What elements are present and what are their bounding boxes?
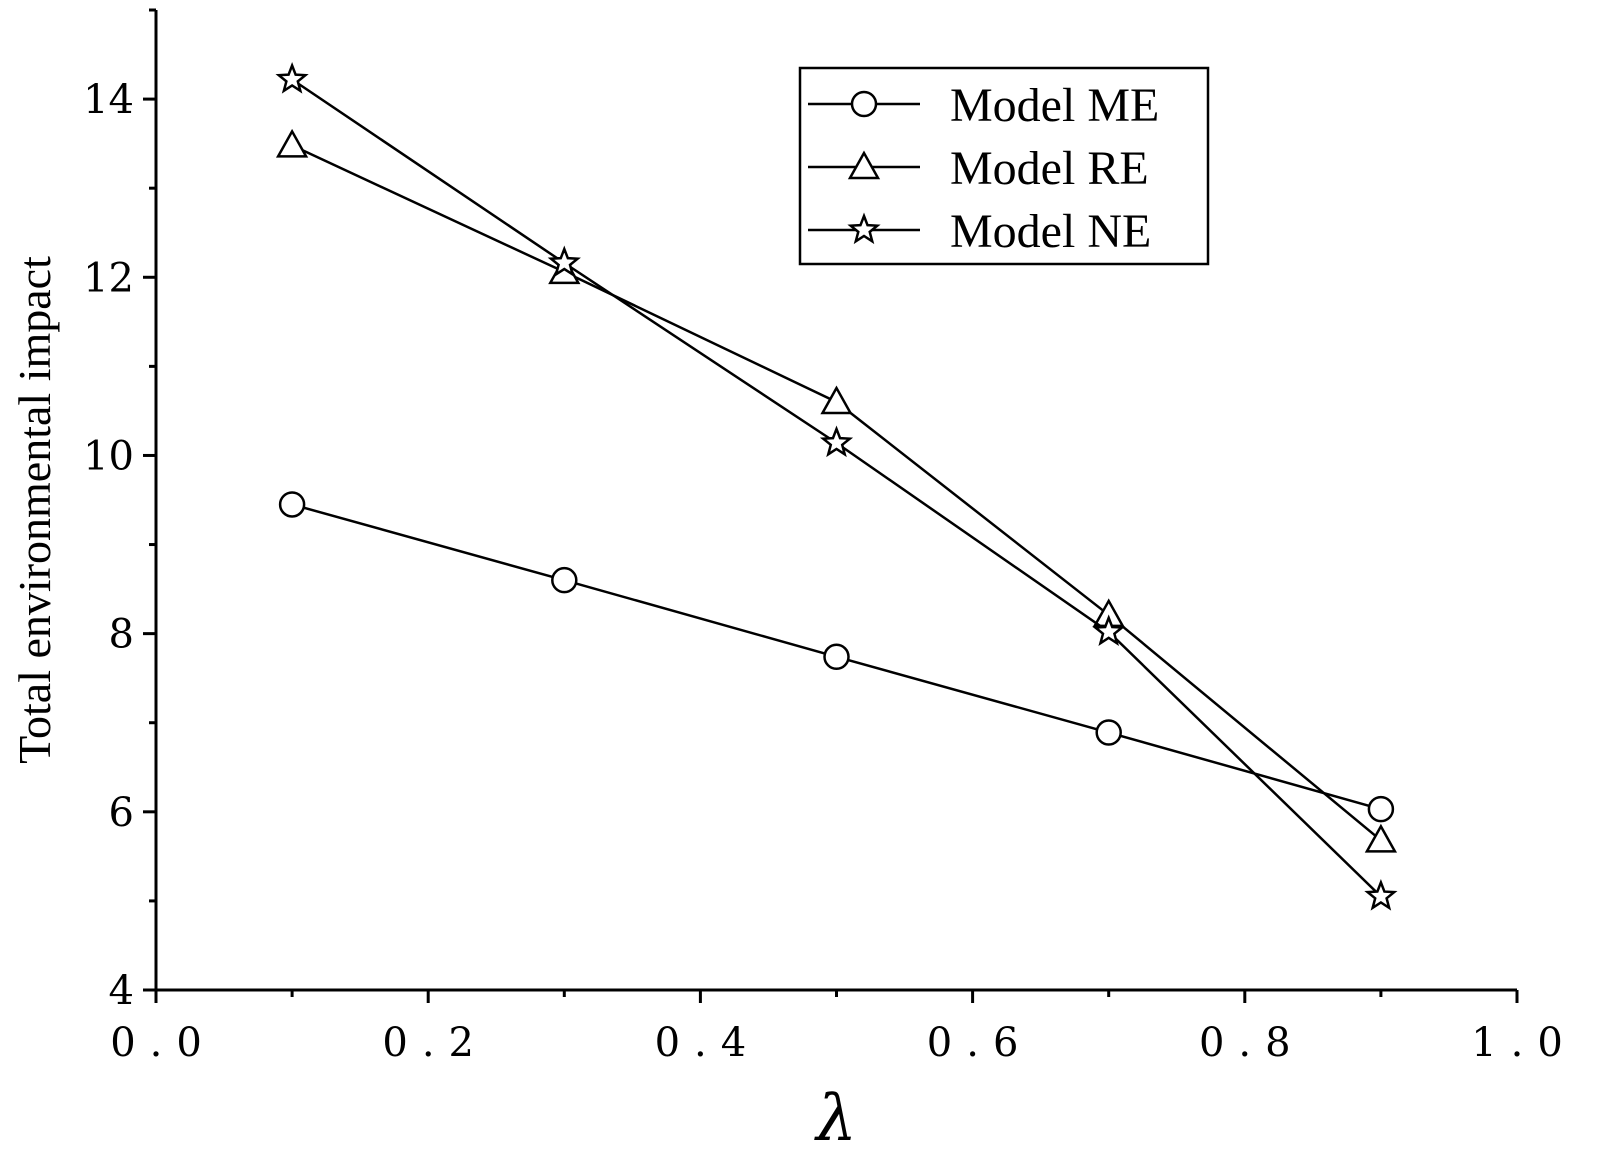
legend: Model ME Model RE Model NE [798,66,1210,266]
legend-item-model-re: Model RE [808,142,1149,195]
legend-label: Model NE [950,205,1151,258]
y-tick-label: 4 [109,968,134,1014]
y-tick-label: 8 [109,612,134,658]
legend-marker [847,212,881,245]
series-model-re [275,128,1398,853]
x-tick-label: 0.8 [1199,1020,1305,1066]
legend-marker [847,150,881,180]
data-point-model-ne [547,245,581,278]
series-model-ne [275,62,1398,911]
x-tick-label: 1.0 [1471,1020,1577,1066]
data-point-model-me [823,643,850,671]
x-tick-label: 0.2 [382,1020,488,1066]
y-tick-label: 10 [83,433,134,479]
data-point-model-re [820,385,853,415]
data-point-model-re [275,128,309,158]
series-layer [275,62,1398,911]
legend-marker [850,90,878,118]
data-point-model-re [1364,823,1398,853]
y-axis-label: Total environmental impact [9,256,60,764]
x-axis-label: λ [813,1082,857,1156]
axes: 4 6 8 10 12 14 0.0 0.2 0.4 0.6 0.8 1.0 [83,8,1577,1066]
data-point-model-ne [275,62,309,94]
series-model-me [278,491,1395,823]
legend-item-model-me: Model ME [808,79,1159,132]
y-tick-label: 14 [83,77,134,123]
data-point-model-me [551,566,578,594]
x-tick-label: 0.0 [110,1020,216,1066]
data-point-model-me [1095,719,1122,746]
data-point-model-ne [819,425,854,458]
data-point-model-ne [1092,614,1126,646]
y-tick-label: 6 [109,790,134,836]
data-point-model-me [278,491,306,518]
data-point-model-ne [1364,878,1398,911]
x-tick-label: 0.4 [655,1020,761,1066]
legend-label: Model ME [950,79,1159,132]
data-point-model-me [1367,795,1395,823]
legend-item-model-ne: Model NE [808,205,1151,258]
y-tick-label: 12 [83,255,134,301]
legend-label: Model RE [950,142,1149,195]
x-tick-label: 0.6 [927,1020,1033,1066]
